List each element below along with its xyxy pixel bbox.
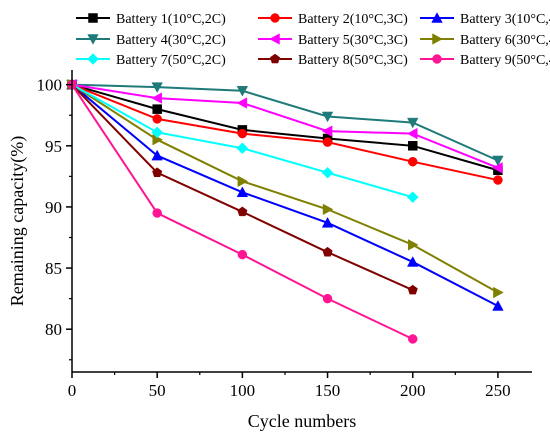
legend-label: Battery 3(10°C,4C): [460, 12, 550, 27]
legend-label: Battery 4(30°C,2C): [116, 33, 226, 48]
data-point: [493, 286, 504, 299]
data-point: [236, 97, 248, 109]
legend-entry: Battery 3(10°C,4C): [420, 12, 550, 27]
legend-entry: Battery 8(50°C,3C): [258, 53, 408, 68]
legend-label: Battery 5(30°C,3C): [298, 33, 408, 48]
series-battery-8: [66, 79, 418, 295]
data-point: [236, 86, 249, 97]
x-tick-label: 50: [149, 381, 166, 400]
data-point: [322, 246, 333, 257]
data-point: [407, 117, 419, 129]
legend-marker: [432, 33, 443, 45]
series-battery-4: [66, 79, 504, 167]
series-line: [71, 83, 499, 172]
y-tick-label: 80: [45, 320, 62, 339]
legend-label: Battery 1(10°C,2C): [116, 12, 226, 27]
axes: 0 50 100 150 200 250 80 85 90 95 100: [37, 70, 532, 400]
data-point: [236, 186, 249, 198]
data-point: [151, 82, 163, 93]
x-tick-label: 100: [230, 381, 256, 400]
series-line: [71, 83, 499, 182]
data-point: [406, 191, 419, 204]
legend-marker: [88, 13, 98, 23]
y-tick-label: 95: [45, 137, 62, 156]
x-tick-label: 250: [485, 381, 511, 400]
data-point: [151, 126, 164, 139]
data-point: [152, 114, 162, 124]
data-point: [152, 167, 163, 177]
data-point: [492, 300, 504, 311]
x-axis-title: Cycle numbers: [248, 411, 356, 431]
data-point: [321, 217, 334, 228]
data-point: [322, 137, 333, 147]
data-point: [407, 141, 418, 151]
legend-label: Battery 8(50°C,3C): [298, 53, 408, 68]
data-point: [236, 142, 249, 155]
data-point: [151, 92, 162, 104]
legend: Battery 1(10°C,2C) Battery 2(10°C,3C) Batt…: [76, 12, 550, 68]
data-point: [493, 175, 503, 185]
plot-area: [66, 78, 504, 344]
data-point: [237, 128, 248, 139]
data-point: [407, 239, 419, 251]
x-tick-label: 150: [315, 381, 341, 400]
data-point: [321, 125, 333, 137]
legend-marker: [269, 33, 280, 45]
data-point: [237, 175, 249, 187]
data-point: [321, 111, 334, 123]
series-line: [71, 83, 499, 307]
data-point: [492, 155, 504, 167]
legend-entry: Battery 9(50°C,4C): [420, 53, 550, 68]
legend-marker: [269, 53, 281, 64]
series-line: [71, 83, 499, 294]
y-axis-title: Remaining capacity(%): [7, 136, 28, 306]
data-point: [322, 293, 333, 304]
legend-entry: Battery 7(50°C,2C): [76, 53, 226, 68]
legend-marker: [87, 53, 99, 65]
data-point: [407, 156, 418, 167]
series-battery-6: [67, 78, 504, 299]
data-point: [322, 203, 334, 216]
x-tick-label: 200: [400, 381, 426, 400]
legend-marker: [87, 34, 99, 45]
y-tick-label: 90: [45, 198, 62, 217]
series-battery-7: [66, 78, 419, 204]
data-point: [152, 104, 162, 114]
data-point: [406, 127, 418, 140]
legend-marker: [432, 54, 442, 64]
data-point: [321, 166, 334, 179]
y-tick-label: 100: [37, 76, 63, 95]
legend-marker: [270, 13, 280, 23]
series-battery-5: [66, 78, 503, 174]
legend-label: Battery 7(50°C,2C): [116, 53, 226, 68]
series-line: [71, 83, 499, 162]
series-line: [71, 83, 499, 169]
x-tick-label: 0: [68, 381, 77, 400]
legend-marker: [431, 12, 443, 23]
legend-entry: Battery 5(30°C,3C): [258, 33, 408, 48]
y-tick-label: 85: [45, 259, 62, 278]
data-point: [237, 206, 248, 217]
data-point: [407, 334, 418, 344]
data-point: [151, 149, 163, 161]
legend-label: Battery 2(10°C,3C): [298, 12, 408, 27]
data-point: [237, 249, 248, 260]
legend-label: Battery 6(30°C,4C): [460, 33, 550, 48]
data-point: [152, 208, 162, 218]
data-point: [407, 256, 419, 267]
legend-label: Battery 9(50°C,4C): [460, 53, 550, 68]
legend-entry: Battery 1(10°C,2C): [76, 12, 226, 27]
series-battery-2: [67, 79, 503, 185]
data-point: [492, 162, 503, 174]
legend-entry: Battery 6(30°C,4C): [420, 33, 550, 48]
data-point: [407, 284, 418, 295]
legend-entry: Battery 2(10°C,3C): [258, 12, 408, 27]
legend-entry: Battery 4(30°C,2C): [76, 33, 226, 48]
